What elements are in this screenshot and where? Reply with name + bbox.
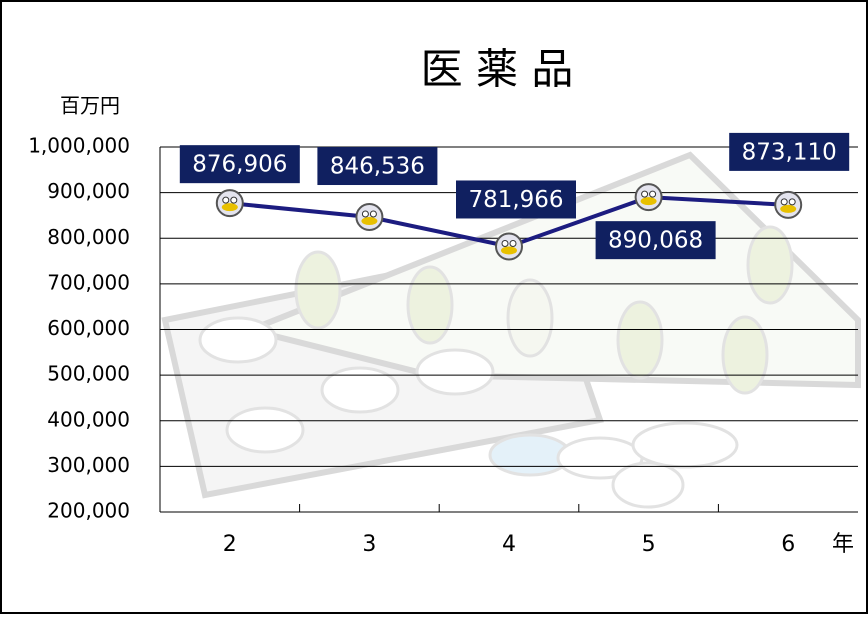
y-tick-label: 700,000 [47, 270, 130, 294]
marker-face [222, 203, 238, 211]
chart: 医 薬 品 百万円 年 200,000 300,000 400,000 500,000… [0, 0, 868, 614]
y-tick-label: 400,000 [47, 407, 130, 431]
marker-eye [502, 240, 508, 246]
marker-eye [789, 199, 795, 205]
chart-title: 医 薬 品 [421, 45, 574, 94]
value-label: 876,906 [192, 152, 287, 178]
marker-face [641, 197, 657, 205]
marker-eye [362, 211, 368, 217]
y-tick-label: 200,000 [47, 499, 130, 523]
marker-face [361, 217, 377, 225]
value-label: 781,966 [468, 187, 563, 213]
x-tick-label: 6 [781, 532, 795, 557]
marker-eye [650, 191, 656, 197]
y-tick-label: 800,000 [47, 225, 130, 249]
x-tick-label: 2 [223, 532, 237, 557]
value-label: 873,110 [742, 139, 837, 165]
marker-face [501, 246, 517, 254]
marker-eye [223, 197, 229, 203]
y-tick-label: 500,000 [47, 362, 130, 386]
y-axis-label: 百万円 [60, 94, 120, 118]
value-label: 890,068 [608, 228, 703, 254]
x-tick-label: 3 [362, 532, 376, 557]
y-tick-label: 600,000 [47, 316, 130, 340]
marker-eye [370, 211, 376, 217]
value-label: 846,536 [330, 154, 425, 180]
x-tick-label: 5 [642, 532, 656, 557]
marker-eye [231, 197, 237, 203]
marker-eye [642, 191, 648, 197]
marker-face [780, 205, 796, 213]
y-tick-label: 1,000,000 [28, 134, 130, 158]
marker-eye [510, 240, 516, 246]
marker-eye [781, 199, 787, 205]
x-axis-label: 年 [832, 532, 854, 557]
x-tick-label: 4 [502, 532, 516, 557]
y-tick-label: 900,000 [47, 179, 130, 203]
y-tick-label: 300,000 [47, 453, 130, 477]
